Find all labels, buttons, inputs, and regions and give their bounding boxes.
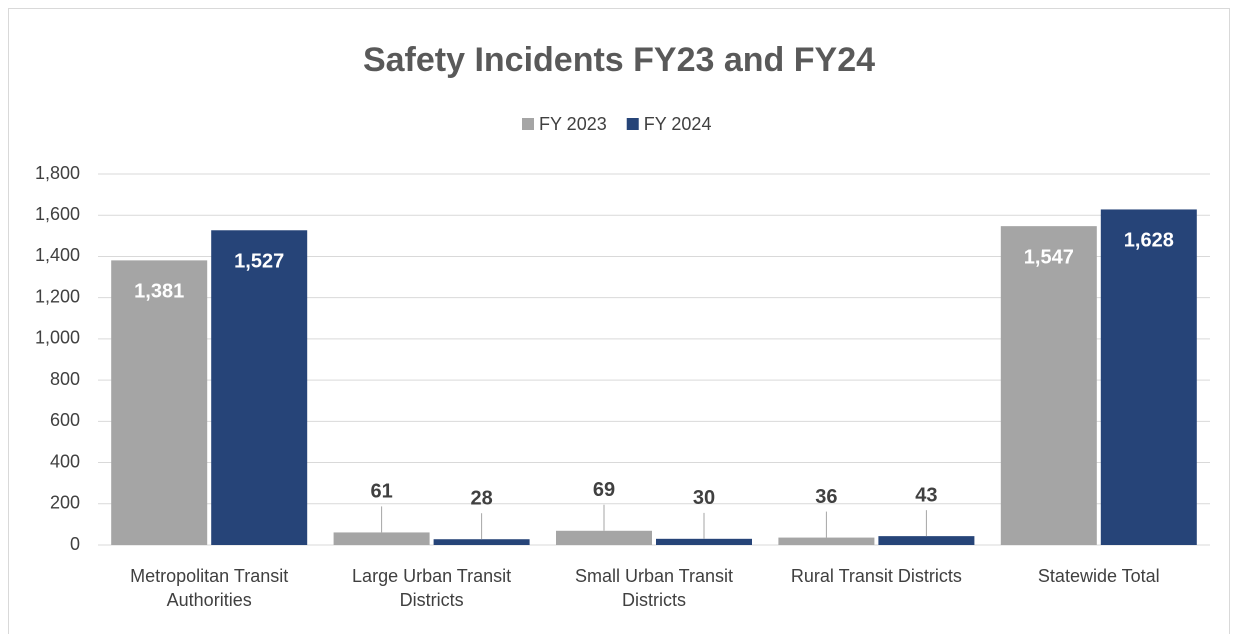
bar — [433, 539, 530, 545]
y-tick-label: 400 — [50, 451, 80, 471]
x-tick-label: Rural Transit Districts — [790, 566, 962, 586]
y-tick-label: 1,000 — [35, 328, 80, 348]
y-tick-label: 0 — [70, 534, 80, 554]
x-tick-label: Metropolitan Transit Authorities — [130, 566, 289, 610]
bar — [333, 532, 430, 545]
y-tick-label: 600 — [50, 410, 80, 430]
legend-label: FY 2023 — [539, 114, 607, 134]
y-tick-label: 1,600 — [35, 204, 80, 224]
bar — [556, 530, 652, 545]
bar — [878, 536, 975, 545]
x-tick-label: Large Urban Transit Districts — [352, 566, 512, 610]
data-label: 1,527 — [234, 251, 284, 273]
y-tick-label: 1,200 — [35, 286, 80, 306]
data-label: 43 — [915, 484, 937, 506]
data-label: 1,547 — [1024, 246, 1074, 268]
x-tick-label: Small Urban Transit Districts — [574, 566, 734, 610]
y-tick-label: 800 — [50, 369, 80, 389]
data-label: 69 — [593, 479, 615, 501]
bar — [656, 538, 752, 545]
legend-swatch — [626, 118, 639, 130]
bar — [778, 537, 875, 545]
y-tick-label: 1,800 — [35, 163, 80, 183]
y-tick-label: 1,400 — [35, 245, 80, 265]
x-tick-label: Statewide Total — [1037, 566, 1160, 586]
data-label: 1,381 — [134, 281, 184, 303]
chart-title: Safety Incidents FY23 and FY24 — [363, 41, 875, 79]
y-tick-label: 200 — [50, 493, 80, 513]
bar — [211, 230, 308, 546]
bar — [1000, 226, 1097, 545]
data-label: 1,628 — [1124, 230, 1174, 252]
bar — [111, 260, 208, 545]
data-label: 36 — [815, 486, 837, 508]
bar — [1100, 209, 1197, 545]
data-label: 30 — [693, 487, 715, 509]
legend-label: FY 2024 — [644, 114, 712, 134]
data-label: 61 — [370, 481, 392, 503]
legend-swatch — [522, 118, 534, 130]
data-label: 28 — [470, 488, 492, 510]
